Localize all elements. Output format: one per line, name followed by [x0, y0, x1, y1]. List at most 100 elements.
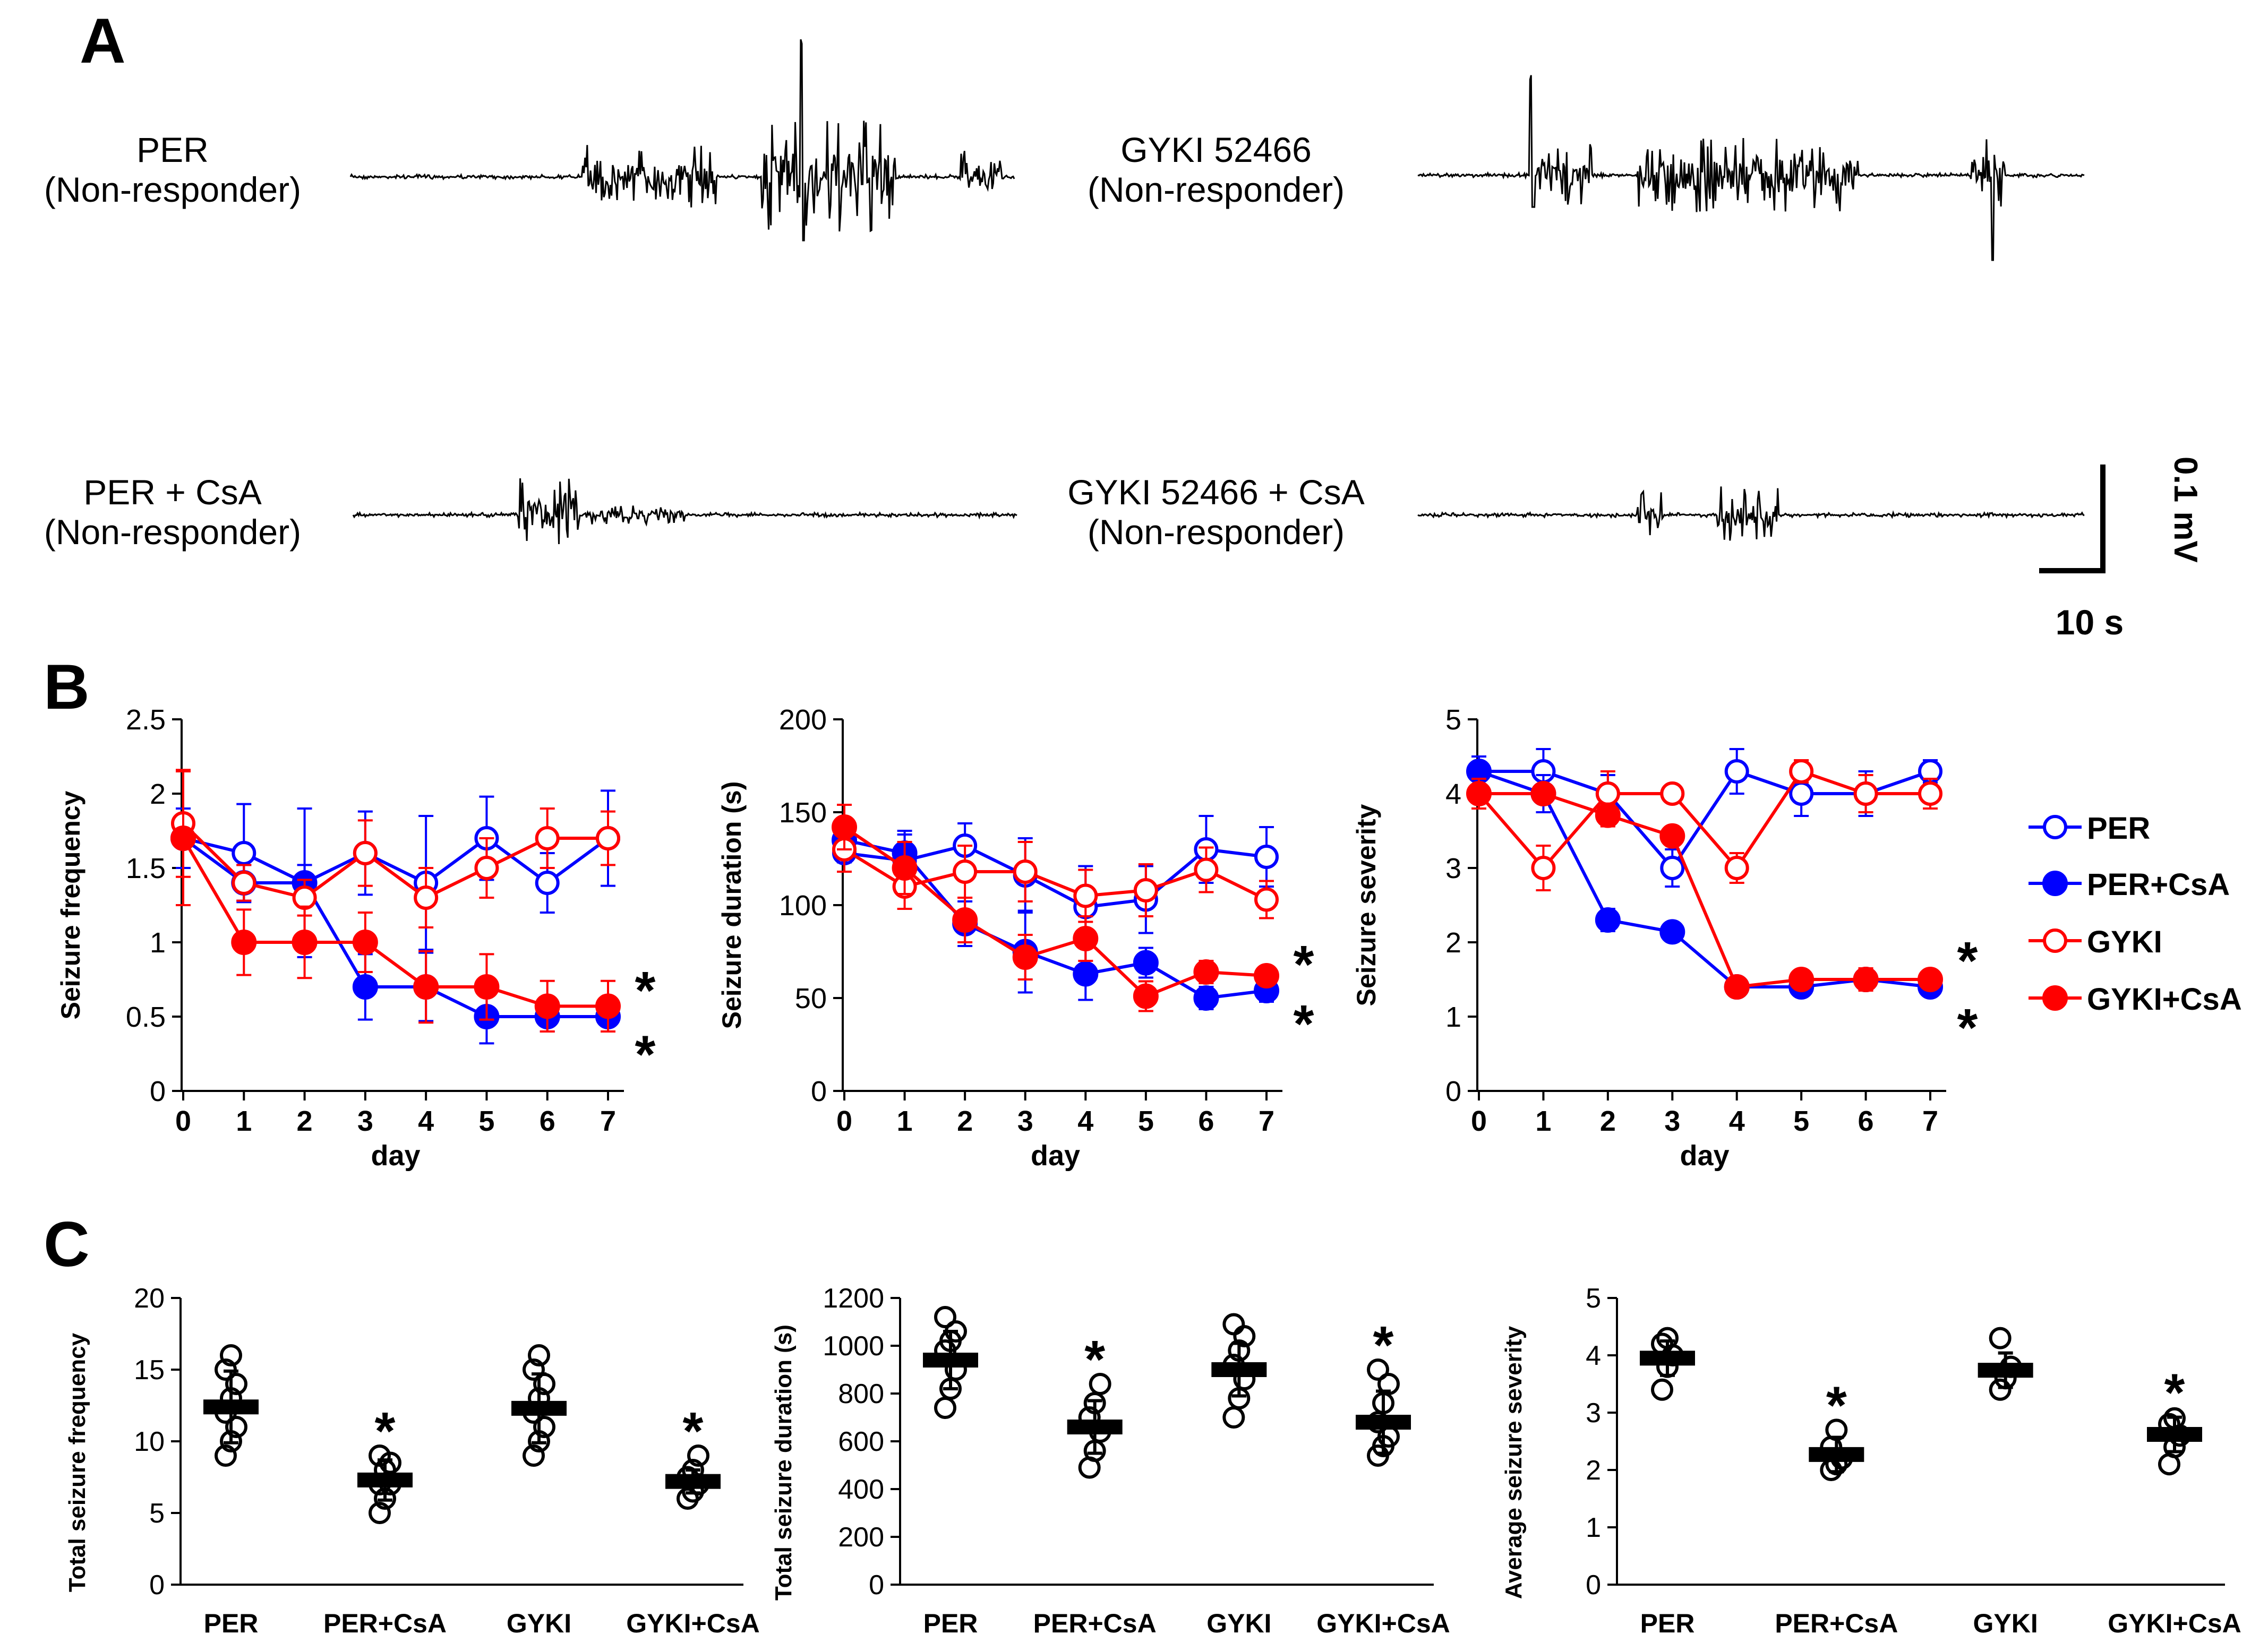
x-tick-label: 6 [1198, 1105, 1214, 1137]
trace-sublabel-per: (Non-responder) [44, 170, 301, 209]
significance-star: * [1294, 994, 1314, 1054]
individual-point [1222, 1313, 1245, 1336]
individual-point [220, 1430, 242, 1452]
line-chart-seizure-severity: 0 1 2 3 4 5 0 1 2 3 4 5 6 7 day Seizure severity * * [1351, 704, 1978, 1172]
data-point [1660, 781, 1685, 806]
data-point [232, 871, 256, 895]
individual-point [528, 1387, 550, 1409]
data-point [1789, 781, 1814, 806]
individual-point [220, 1344, 242, 1366]
legend-marker-gyki-csa [2042, 985, 2068, 1011]
individual-point [533, 1373, 555, 1395]
individual-point [225, 1416, 247, 1438]
significance-star: * [683, 1401, 704, 1461]
y-tick-label: 4 [1586, 1340, 1601, 1371]
individual-point [1228, 1339, 1251, 1362]
legend-marker-per-csa [2042, 871, 2068, 896]
x-tick-label: 6 [1858, 1105, 1874, 1137]
series-gyki [832, 826, 1279, 923]
x-tick-label: 1 [236, 1105, 252, 1137]
y-tick-label: 200 [838, 1522, 884, 1553]
y-axis-title: Total seizure frequency [64, 1332, 90, 1592]
data-point [1595, 907, 1621, 933]
trace-label-per-csa: PER + CsA [83, 472, 262, 512]
x-axis-title: day [1031, 1140, 1080, 1172]
data-point [1073, 926, 1099, 951]
data-point [1531, 856, 1556, 880]
y-tick-label: 1 [1586, 1512, 1601, 1543]
individual-point [1233, 1368, 1256, 1390]
x-tick-label: 4 [1077, 1105, 1093, 1137]
x-tick-label: 6 [540, 1105, 555, 1137]
x-tick-label: 7 [600, 1105, 616, 1137]
x-tick-label: 0 [836, 1105, 852, 1137]
y-axis-title: Seizure duration (s) [717, 781, 747, 1029]
significance-star: * [1957, 931, 1978, 991]
individual-point [1377, 1373, 1400, 1395]
individual-point [1825, 1418, 1848, 1441]
scale-bar: 0.1 mV 10 s [2039, 457, 2204, 642]
charts-layer: 0 0.5 1 1.5 2 2.5 0 1 2 3 4 5 6 7 day Seizure frequency… [56, 704, 2241, 1638]
x-tick-label: 4 [1729, 1105, 1745, 1137]
significance-star: * [1826, 1375, 1847, 1435]
x-tick-label: 4 [418, 1105, 434, 1137]
y-tick-label: 5 [1445, 704, 1461, 736]
individual-point [1367, 1358, 1389, 1381]
data-point [1724, 856, 1749, 880]
x-axis-title: day [1680, 1140, 1729, 1172]
individual-point [1078, 1406, 1101, 1429]
eeg-traces-panel: PER (Non-responder) GYKI 52466 (Non-resp… [44, 39, 2204, 642]
trace-sublabel-gyki-csa: (Non-responder) [1088, 512, 1345, 552]
data-point [1918, 967, 1943, 992]
significance-star: * [1373, 1315, 1394, 1375]
individual-point [2163, 1435, 2186, 1458]
y-tick-label: 1 [150, 927, 166, 959]
individual-point [523, 1444, 545, 1467]
group-gyki-csa: GYKI+CsA * [2108, 1363, 2241, 1638]
individual-point [934, 1306, 956, 1328]
y-tick-label: 600 [838, 1426, 884, 1457]
significance-star: * [635, 1025, 656, 1084]
group-per: PER [1640, 1327, 1695, 1638]
data-point [1012, 944, 1038, 970]
data-point [1193, 985, 1219, 1011]
series-gyki-csa [1466, 778, 1943, 1000]
x-tick-label: 2 [1600, 1105, 1616, 1137]
data-point [1194, 857, 1219, 882]
group-per: PER [203, 1344, 259, 1638]
x-tick-label: PER+CsA [1775, 1609, 1898, 1638]
x-tick-label: PER+CsA [323, 1609, 447, 1638]
y-axis-title: Seizure severity [1351, 804, 1381, 1006]
data-point [535, 871, 560, 895]
dot-chart-total-seizure-frequency: 0 5 10 15 20 Total seizure frequency PER PER+Cs… [64, 1283, 760, 1638]
significance-star: * [1957, 998, 1978, 1057]
y-tick-label: 1200 [823, 1283, 884, 1314]
data-point [170, 826, 196, 851]
scale-bar-time: 10 s [2056, 603, 2124, 642]
x-tick-label: PER [923, 1609, 978, 1638]
eeg-trace-per [349, 39, 1015, 242]
y-tick-label: 2.5 [126, 704, 166, 736]
data-point [1659, 823, 1685, 849]
x-tick-label: 5 [478, 1105, 494, 1137]
x-tick-label: PER [1640, 1609, 1695, 1638]
data-point [353, 841, 378, 865]
x-tick-label: GYKI+CsA [2108, 1609, 2241, 1638]
y-tick-label: 150 [779, 797, 827, 829]
significance-star: * [1294, 935, 1314, 994]
data-point [1595, 802, 1621, 828]
y-axis-title: Seizure frequency [56, 790, 85, 1019]
x-tick-label: 0 [175, 1105, 191, 1137]
individual-point [369, 1444, 391, 1467]
series-gyki-csa [170, 770, 621, 1033]
data-point [1724, 974, 1750, 1000]
data-point [1788, 967, 1815, 992]
x-tick-label: PER+CsA [1033, 1609, 1157, 1638]
line-chart-seizure-duration-s: 0 50 100 150 200 0 1 2 3 4 5 6 7 day Seizure duration … [717, 704, 1314, 1172]
x-tick-label: 3 [357, 1105, 373, 1137]
data-point [1660, 856, 1685, 880]
trace-sublabel-gyki: (Non-responder) [1088, 170, 1345, 209]
data-point [596, 826, 620, 850]
legend-label-per: PER [2087, 811, 2150, 846]
data-point [1466, 781, 1492, 806]
